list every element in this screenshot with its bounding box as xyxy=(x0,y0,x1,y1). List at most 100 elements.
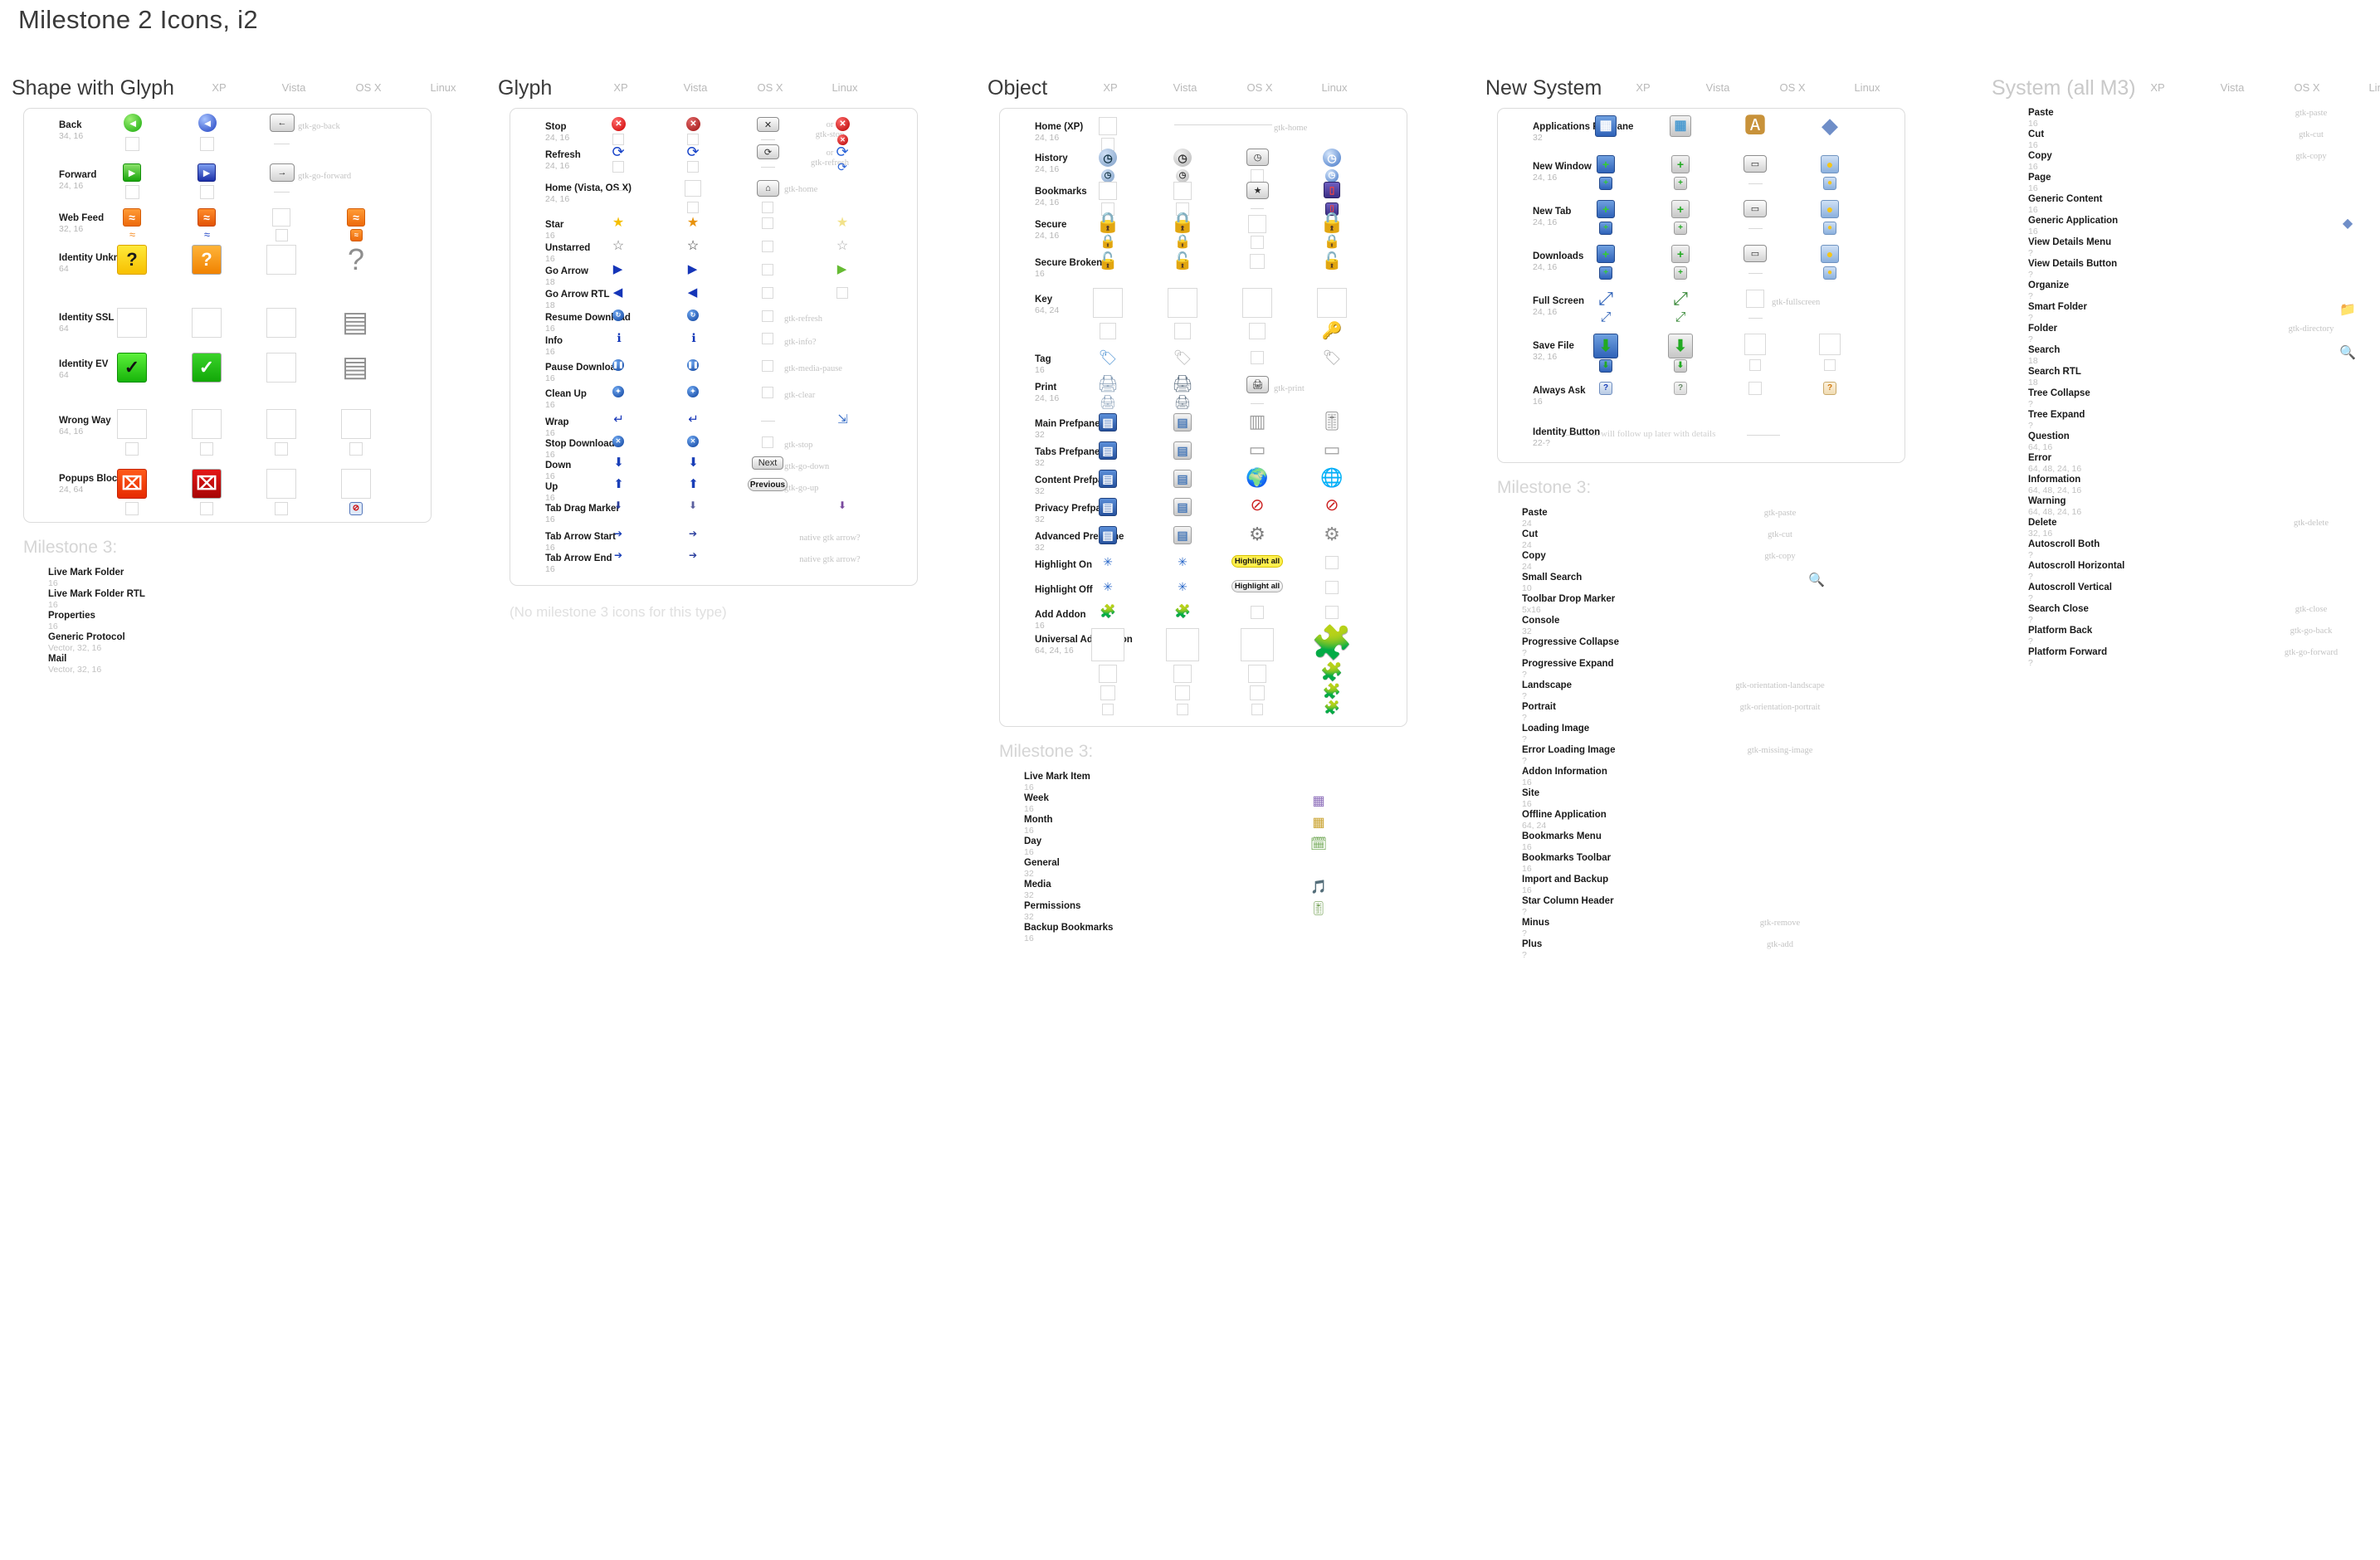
icon-advanced-prefpane-osx[interactable]: ⚙ xyxy=(1249,524,1266,544)
icon-identity-unknown-xp[interactable]: ? xyxy=(117,245,147,275)
placeholder-box[interactable] xyxy=(192,409,222,439)
icon-down-vista[interactable]: ⬇ xyxy=(688,456,699,470)
icon-new-window-xp[interactable]: + xyxy=(1597,155,1615,173)
milestone3-item-icon[interactable]: ◆ xyxy=(2342,217,2353,231)
icon-webfeed-xp-16[interactable]: ≈ xyxy=(129,228,136,241)
icon-star-vista[interactable]: ★ xyxy=(686,216,700,230)
placeholder-box[interactable] xyxy=(266,245,296,275)
placeholder-box[interactable] xyxy=(125,442,139,456)
icon-downloads-vista-16[interactable]: + xyxy=(1674,266,1687,280)
icon-applications-prefpane-vista[interactable]: ▦ xyxy=(1670,115,1691,137)
icon-tag-xp[interactable]: 🏷 xyxy=(1098,349,1118,366)
icon-save-file-vista[interactable]: ⬇ xyxy=(1668,334,1693,358)
icon-new-tab-xp-16[interactable]: + xyxy=(1599,222,1612,235)
icon-print-vista-16[interactable]: 🖨 xyxy=(1173,396,1192,410)
placeholder-box[interactable] xyxy=(1325,581,1339,594)
placeholder-box[interactable] xyxy=(1748,382,1762,395)
placeholder-box[interactable] xyxy=(762,241,773,252)
icon-advanced-prefpane-linux[interactable]: ⚙ xyxy=(1324,524,1340,544)
icon-popups-blocked-vista[interactable]: ⌧ xyxy=(192,469,222,499)
icon-clean-up-vista[interactable]: ✦ xyxy=(687,386,699,397)
placeholder-box[interactable] xyxy=(762,436,773,448)
icon-webfeed-linux-16[interactable]: ≈ xyxy=(350,229,363,241)
icon-stop-vista[interactable]: ✕ xyxy=(686,117,700,131)
icon-secure-broken-linux[interactable]: 🔓 xyxy=(1321,252,1343,271)
icon-universal-addon-linux-12[interactable]: 🧩 xyxy=(1324,701,1340,715)
placeholder-box[interactable] xyxy=(1166,628,1199,661)
icon-refresh-vista[interactable]: ⟳ xyxy=(686,144,700,160)
placeholder-box[interactable] xyxy=(1099,182,1117,200)
icon-secure-linux[interactable]: 🔒 xyxy=(1319,212,1344,234)
icon-content-prefpane-xp[interactable]: ▤ xyxy=(1099,470,1117,488)
placeholder-box[interactable] xyxy=(687,134,699,145)
placeholder-box[interactable] xyxy=(276,229,288,241)
icon-identity-ssl-linux[interactable]: ▤ xyxy=(341,306,369,338)
icon-forward-vista[interactable]: ► xyxy=(198,163,216,182)
placeholder-box[interactable] xyxy=(1325,556,1339,569)
icon-tab-arrow-start-xp[interactable]: ➔ xyxy=(613,528,623,539)
icon-new-window-osx[interactable]: ▭ xyxy=(1744,155,1767,173)
icon-always-ask-linux[interactable]: ? xyxy=(1823,382,1836,395)
icon-resume-download-xp[interactable]: ↻ xyxy=(612,310,624,321)
icon-refresh-osx[interactable]: ⟳ xyxy=(757,144,779,159)
icon-webfeed-xp[interactable]: ≈ xyxy=(123,208,141,227)
placeholder-box[interactable] xyxy=(762,287,773,299)
icon-secure-vista[interactable]: 🔒 xyxy=(1170,212,1195,234)
icon-downloads-linux[interactable]: ● xyxy=(1821,245,1839,263)
placeholder-box[interactable] xyxy=(685,180,701,197)
placeholder-box[interactable] xyxy=(612,134,624,145)
icon-full-screen-xp-16[interactable]: ⤢ xyxy=(1600,310,1612,324)
placeholder-box[interactable] xyxy=(275,502,288,515)
placeholder-box[interactable] xyxy=(1102,704,1114,715)
icon-webfeed-vista-16[interactable]: ≈ xyxy=(203,228,211,241)
icon-secure-xp-16[interactable]: 🔒 xyxy=(1100,235,1116,249)
placeholder-box[interactable] xyxy=(762,202,773,213)
icon-secure-xp[interactable]: 🔒 xyxy=(1095,212,1120,234)
icon-applications-prefpane-linux[interactable]: ◆ xyxy=(1822,113,1838,138)
icon-history-xp[interactable]: ◷ xyxy=(1099,149,1117,167)
icon-new-tab-linux-16[interactable]: ● xyxy=(1823,222,1836,235)
icon-history-osx[interactable]: ◷ xyxy=(1246,149,1269,166)
milestone3-item-icon[interactable]: 📁 xyxy=(2339,303,2356,317)
placeholder-box[interactable] xyxy=(762,333,773,344)
icon-down-osx[interactable]: Next xyxy=(752,456,783,470)
icon-bookmarks-linux-16[interactable]: ▯ xyxy=(1325,202,1339,216)
icon-downloads-osx[interactable]: ▭ xyxy=(1744,245,1767,262)
placeholder-box[interactable] xyxy=(1101,202,1114,216)
placeholder-box[interactable] xyxy=(1251,236,1264,249)
icon-history-linux[interactable]: ◷ xyxy=(1323,149,1341,167)
icon-downloads-xp-16[interactable]: + xyxy=(1599,266,1612,280)
placeholder-box[interactable] xyxy=(266,308,296,338)
icon-history-vista[interactable]: ◷ xyxy=(1173,149,1192,167)
placeholder-box[interactable] xyxy=(266,469,296,499)
placeholder-box[interactable] xyxy=(1251,351,1264,364)
icon-new-window-linux[interactable]: ● xyxy=(1821,155,1839,173)
icon-webfeed-vista[interactable]: ≈ xyxy=(198,208,216,227)
icon-forward-osx[interactable]: → xyxy=(270,163,295,182)
icon-highlight-off-osx[interactable]: Highlight all xyxy=(1231,580,1283,592)
placeholder-box[interactable] xyxy=(1241,628,1274,661)
placeholder-box[interactable] xyxy=(762,360,773,372)
icon-tabs-prefpane-osx[interactable]: ▭ xyxy=(1248,439,1266,460)
placeholder-box[interactable] xyxy=(1819,334,1841,355)
placeholder-box[interactable] xyxy=(125,185,139,199)
icon-applications-prefpane-osx[interactable]: 🅰 xyxy=(1744,113,1767,138)
icon-go-arrow-xp[interactable]: ▶ xyxy=(612,262,623,276)
icon-tab-drag-marker-xp[interactable]: ⬇ xyxy=(613,500,623,511)
icon-history-linux-16[interactable]: ◷ xyxy=(1325,169,1339,183)
icon-stop-osx[interactable]: ✕ xyxy=(757,117,779,132)
icon-add-addon-xp[interactable]: 🧩 xyxy=(1100,605,1116,619)
icon-main-prefpane-osx[interactable]: ▥ xyxy=(1248,411,1266,431)
placeholder-box[interactable] xyxy=(1251,704,1263,715)
icon-stop-linux-16[interactable]: ✕ xyxy=(837,134,848,145)
icon-print-xp-16[interactable]: 🖨 xyxy=(1099,396,1117,410)
icon-forward-xp[interactable]: ► xyxy=(123,163,141,182)
milestone3-item-icon[interactable]: 🔍 xyxy=(2339,346,2356,360)
icon-save-file-xp-16[interactable]: ⬇ xyxy=(1599,359,1612,373)
icon-advanced-prefpane-vista[interactable]: ▤ xyxy=(1173,526,1192,544)
icon-content-prefpane-vista[interactable]: ▤ xyxy=(1173,470,1192,488)
icon-highlight-on-vista[interactable]: ✳ xyxy=(1178,555,1188,568)
icon-go-arrow-vista[interactable]: ▶ xyxy=(687,262,698,276)
placeholder-box[interactable] xyxy=(1093,288,1123,318)
icon-info-xp[interactable]: ℹ xyxy=(617,331,622,344)
